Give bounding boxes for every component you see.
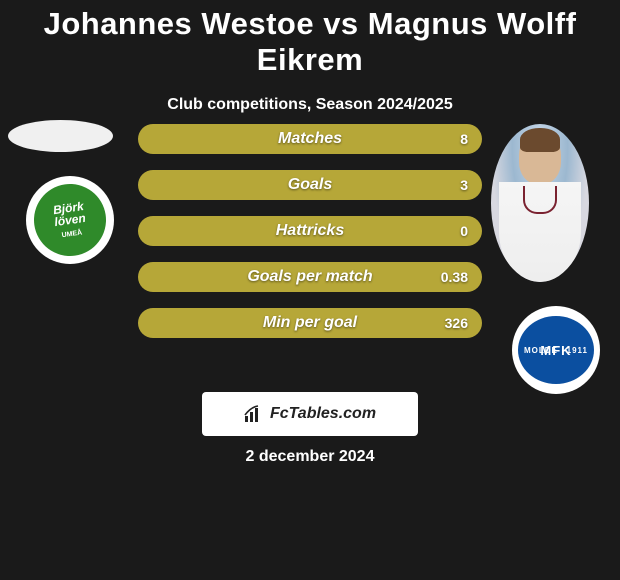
season-subtitle: Club competitions, Season 2024/2025 — [0, 96, 620, 114]
stat-bar: Min per goal 326 — [138, 308, 482, 338]
right-club-badge-text: MFK — [540, 343, 571, 358]
stat-bar: Goals 3 — [138, 170, 482, 200]
stat-bar: Goals per match 0.38 — [138, 262, 482, 292]
date-text: 2 december 2024 — [0, 448, 620, 466]
right-club-badge: MFK — [512, 306, 600, 394]
stat-label: Matches — [138, 130, 482, 148]
chart-icon — [244, 405, 266, 423]
stat-label: Goals — [138, 176, 482, 194]
stat-label: Goals per match — [138, 268, 482, 286]
stat-bar: Hattricks 0 — [138, 216, 482, 246]
stat-bar: Matches 8 — [138, 124, 482, 154]
stat-value-right: 3 — [460, 177, 468, 193]
stat-value-right: 326 — [445, 315, 468, 331]
right-club-badge-inner: MFK — [518, 316, 594, 384]
left-club-badge-inner: BjörklövenUMEÅ — [29, 179, 110, 260]
right-player-jersey — [499, 182, 581, 282]
stat-value-right: 0 — [460, 223, 468, 239]
left-club-badge-text: BjörklövenUMEÅ — [52, 200, 88, 240]
attribution-text: FcTables.com — [270, 405, 376, 423]
stat-value-right: 8 — [460, 131, 468, 147]
left-club-badge: BjörklövenUMEÅ — [26, 176, 114, 264]
stat-label: Min per goal — [138, 314, 482, 332]
stat-value-right: 0.38 — [441, 269, 468, 285]
stat-label: Hattricks — [138, 222, 482, 240]
stats-bars: Matches 8 Goals 3 Hattricks 0 Goals per … — [138, 124, 482, 354]
right-player-avatar — [491, 124, 589, 282]
left-player-avatar — [8, 120, 113, 152]
page-title: Johannes Westoe vs Magnus Wolff Eikrem — [0, 0, 620, 78]
attribution-badge: FcTables.com — [202, 392, 418, 436]
